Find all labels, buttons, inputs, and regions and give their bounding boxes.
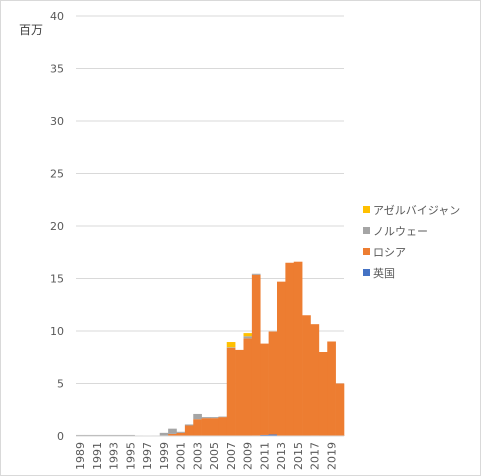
bar-segment [268,434,278,436]
bar-segment [285,262,295,436]
y-tick-label: 35 [50,63,64,76]
legend-item: ノルウェー [363,220,460,241]
bar-segment [268,331,278,435]
legend-label: 英国 [373,266,395,280]
bar-segment [159,432,169,436]
x-axis-ticks: 1989 1991 1993 1995 1997 1999 2001 2003 2005 2007… [74,442,338,470]
x-tick-label: 2013 [275,442,288,470]
y-tick-label: 15 [50,273,64,286]
x-tick-label: 2019 [325,442,338,470]
y-tick-label: 20 [50,220,64,233]
bar-segment [243,338,253,436]
bar-segment [310,324,320,436]
y-tick-label: 30 [50,115,64,128]
x-tick-label: 2017 [309,442,322,470]
bar-segment [101,434,110,436]
bars [76,261,345,437]
x-tick-label: 1995 [124,442,137,470]
bar-segment [293,261,303,436]
legend-swatch [363,269,370,276]
bar-segment [210,418,219,436]
x-tick-label: 1997 [141,442,154,470]
bar-segment [260,343,269,435]
bar-segment [235,349,244,436]
bar-segment [117,434,127,436]
x-tick-label: 2001 [175,442,188,470]
y-axis-ticks: 0 5 10 15 20 25 30 35 40 [50,10,64,443]
y-tick-label: 5 [57,378,64,391]
legend-item: ロシア [363,241,460,262]
bar-segment [218,416,228,418]
x-tick-label: 2011 [258,442,271,470]
x-tick-label: 2015 [292,442,305,470]
bar-segment [243,333,253,337]
bar-segment [84,434,94,436]
bar-segment [226,347,236,348]
legend-swatch [363,227,370,234]
bar-segment [168,428,177,434]
bar-segment [318,352,328,436]
gridlines [76,15,344,384]
bar-segment [92,434,102,436]
bar-segment [226,347,236,436]
legend-label: アゼルバイジャン [373,203,461,217]
bar-segment [243,336,253,339]
bar-segment [76,434,85,436]
y-tick-label: 40 [50,10,64,23]
y-unit-label: 百万 [19,23,43,37]
y-tick-label: 25 [50,168,64,181]
x-tick-label: 1999 [158,442,171,470]
bar-segment [109,434,119,436]
bar-segment [184,424,194,426]
x-tick-label: 1991 [91,442,104,470]
legend-label: ノルウェー [373,224,428,238]
legend-swatch [363,206,370,213]
legend: アゼルバイジャン ノルウェーロシア英国 [363,199,460,283]
bar-segment [193,413,202,420]
bar-segment [168,433,177,436]
bar-segment [226,342,236,348]
bar-segment [218,417,228,436]
x-tick-label: 1989 [74,442,87,470]
legend-item: 英国 [363,262,460,283]
y-tick-label: 10 [50,325,64,338]
legend-item: アゼルバイジャン [363,199,460,220]
bar-segment [176,432,186,436]
bar-segment [126,434,135,436]
bar-segment [193,419,202,436]
bar-segment [184,425,194,436]
bar-segment [277,281,286,436]
x-tick-label: 2003 [191,442,204,470]
bar-segment [327,341,336,436]
x-tick-label: 2007 [225,442,238,470]
bar-segment [210,417,219,419]
bar-segment [201,417,211,419]
bar-segment [251,274,261,436]
x-tick-label: 2005 [208,442,221,470]
bar-segment [251,273,261,275]
bar-segment [176,431,186,433]
legend-label: ロシア [373,245,406,259]
bar-segment [260,434,269,436]
bar-segment [201,418,211,436]
y-tick-label: 0 [57,430,64,443]
x-tick-label: 1993 [108,442,121,470]
bar-segment [335,383,345,436]
legend-swatch [363,248,370,255]
x-tick-label: 2009 [242,442,255,470]
bar-segment [302,315,311,436]
